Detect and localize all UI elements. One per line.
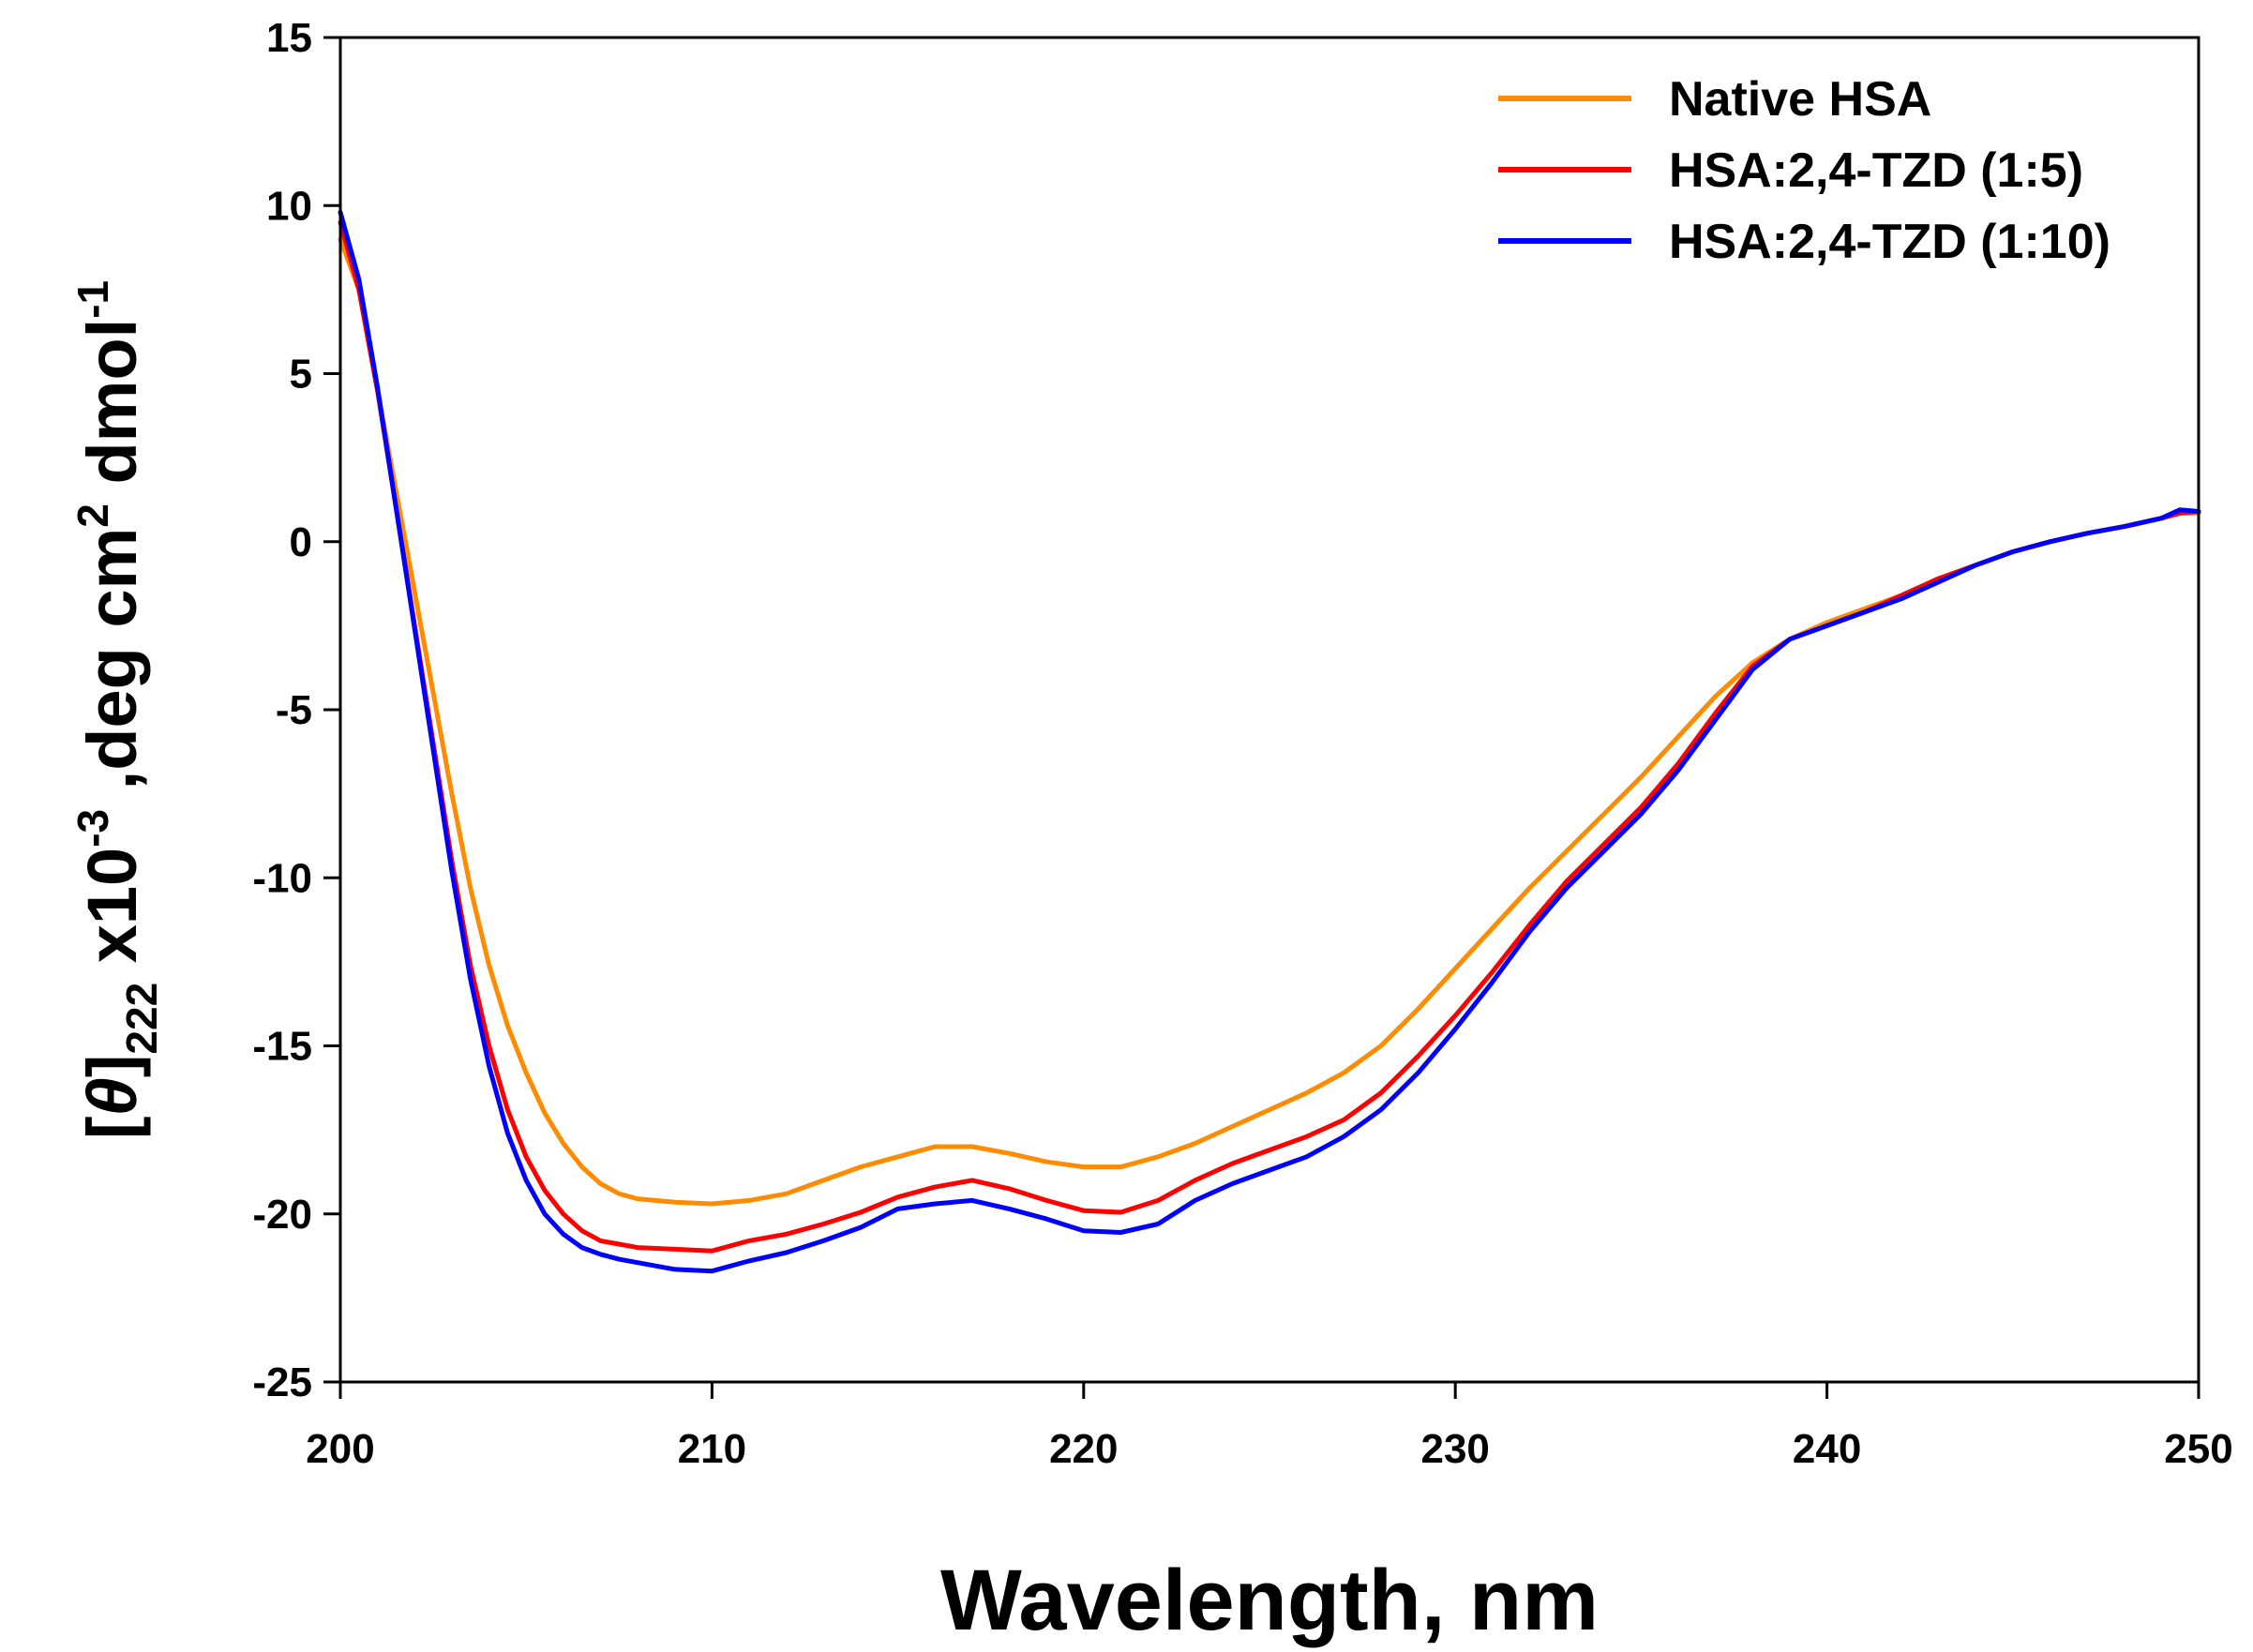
series-layer: [338, 209, 2201, 1274]
x-tick-label: 200: [306, 1426, 374, 1472]
legend-label-hsa-2-4-tzd-1-10: HSA:2,4-TZD (1:10): [1669, 215, 2110, 269]
y-tick-label: 0: [290, 519, 312, 565]
legend-label-hsa-2-4-tzd-1-5: HSA:2,4-TZD (1:5): [1669, 143, 2083, 198]
y-tick-label: 5: [290, 352, 312, 398]
y-title-theta: θ: [73, 1077, 151, 1116]
y-title-exp1: -3: [68, 809, 117, 848]
y-tick-label: -15: [252, 1024, 312, 1070]
x-tick-label: 230: [1420, 1426, 1489, 1472]
y-title-dmol: dmol: [73, 319, 151, 503]
series-line-hsa-2-4-tzd-1-5: [338, 219, 2201, 1254]
y-tick-label: -5: [276, 687, 312, 733]
y-title-open-bracket: [: [73, 1116, 151, 1139]
series-line-hsa-2-4-tzd-1-10: [338, 209, 2201, 1274]
x-tick-label: 220: [1049, 1426, 1118, 1472]
x-axis-ticks: 200 210 220 230 240 250: [306, 1382, 2233, 1472]
y-axis-title: [θ]222 x10-3 ,deg cm2 dmol-1: [68, 280, 166, 1139]
y-title-exp3: -1: [68, 280, 117, 319]
series-line-native-hsa: [338, 236, 2201, 1207]
y-title-x10: x10: [73, 848, 151, 983]
y-title-close-bracket: ]: [73, 1055, 151, 1078]
y-tick-label: 15: [266, 15, 312, 61]
y-title-subscript: 222: [117, 983, 166, 1055]
y-tick-label: -10: [252, 855, 312, 901]
x-axis-title: Wavelength, nm: [940, 1553, 1599, 1648]
y-title-deg-cm: ,deg cm: [73, 528, 151, 809]
y-tick-label: -25: [252, 1359, 312, 1405]
y-axis-ticks: 15 10 5 0 -5 -10 -15 -20 -25: [252, 15, 340, 1405]
x-tick-label: 250: [2164, 1426, 2232, 1472]
y-title-exp2: 2: [68, 503, 117, 528]
y-tick-label: 10: [266, 183, 312, 229]
legend: Native HSA HSA:2,4-TZD (1:5) HSA:2,4-TZD (…: [1498, 72, 2110, 269]
legend-label-native-hsa: Native HSA: [1669, 72, 1931, 127]
x-tick-label: 210: [678, 1426, 746, 1472]
x-tick-label: 240: [1793, 1426, 1861, 1472]
y-tick-label: -20: [252, 1192, 312, 1238]
